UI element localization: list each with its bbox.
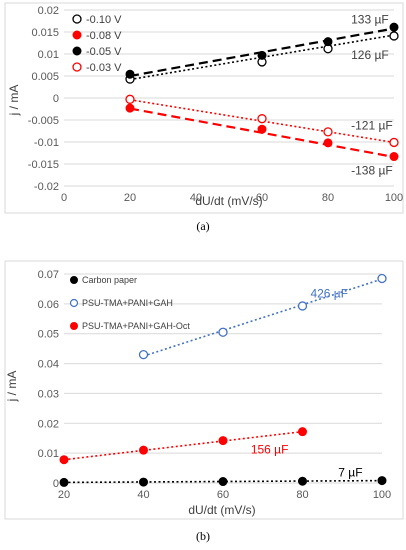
chart-b-tick-labels: 0 0.01 0.02 0.03 0.04 0.05 0.06 0.07 20 40 60 80 100	[38, 269, 392, 501]
b-y-tick-label: 0	[53, 478, 59, 490]
b-point-psu-tma-pani-gah-oct	[59, 455, 69, 465]
b-x-tick-label: 100	[373, 489, 391, 501]
chart-b-annotations: 426 µF 156 µF 7 µF	[251, 286, 363, 479]
b-point-psu-tma-pani-gah-oct	[139, 445, 148, 455]
chart-b-panel-label: (b)	[196, 529, 210, 543]
b-x-tick-label: 60	[217, 489, 229, 501]
b-point-psu-tma-pani-gah	[138, 349, 149, 360]
chart-a-legend-marker-0-05-v	[72, 46, 82, 56]
chart-a-legend-marker-0-08-v	[72, 30, 82, 40]
chart-a-panel-label: (a)	[196, 219, 209, 233]
a-annotation: -138 µF	[351, 164, 393, 178]
b-fit-line-psu-tma-pani-gah	[143, 278, 383, 357]
b-annotation: 156 µF	[251, 443, 289, 457]
chart-b-points	[59, 273, 387, 487]
a-y-tick-label: -0.005	[28, 115, 59, 127]
chart-b-legend-marker-carbon-paper	[70, 276, 78, 284]
a-point-0-10-v	[389, 31, 399, 41]
a-y-tick-label: 0.005	[31, 71, 59, 83]
a-point-0-03-v	[125, 94, 135, 104]
chart-a-legend-marker-0-03-v	[72, 62, 82, 72]
a-point-0-03-v	[323, 127, 333, 137]
chart-a-legend-marker-0-10-v	[72, 14, 82, 24]
chart-a-gridlines	[64, 9, 394, 187]
a-point-0-05-v	[389, 22, 399, 32]
chart-a-legend-label: -0.10 V	[86, 14, 122, 26]
a-x-tick-label: 40	[190, 192, 202, 204]
b-annotation: 426 µF	[310, 286, 348, 300]
b-y-tick-label: 0.02	[38, 418, 59, 430]
chart-b-legend-label: PSU-TMA+PANI+GAH-Oct	[82, 321, 190, 331]
chart-b-legend-marker-psu-tma-pani-gah	[69, 298, 79, 308]
a-x-tick-label: 100	[385, 192, 403, 204]
chart-a-legend-label: -0.08 V	[86, 30, 122, 42]
chart-b: 0 0.01 0.02 0.03 0.04 0.05 0.06 0.07 20 40 60 80 100…	[4, 260, 404, 520]
a-x-tick-label: 0	[61, 192, 67, 204]
b-x-tick-label: 80	[296, 489, 308, 501]
chart-a-tick-labels: -0.02 -0.015 -0.01 -0.005 0 0.005 0.01 0.015 0.0…	[28, 5, 403, 204]
a-annotation: 126 µF	[351, 48, 389, 62]
b-point-psu-tma-pani-gah	[297, 301, 308, 311]
a-point-0-08-v	[125, 103, 135, 113]
a-point-0-03-v	[389, 137, 399, 148]
a-annotation: 133 µF	[351, 13, 389, 27]
b-x-tick-label: 40	[137, 489, 149, 501]
a-point-0-05-v	[125, 69, 135, 79]
b-point-carbon-paper	[298, 476, 307, 486]
a-y-tick-label: -0.02	[34, 181, 59, 193]
b-y-tick-label: 0.04	[38, 359, 59, 371]
a-point-0-05-v	[323, 37, 333, 47]
b-point-psu-tma-pani-gah	[377, 273, 387, 284]
chart-a-frame	[4, 2, 404, 214]
b-y-tick-label: 0.06	[38, 299, 59, 311]
b-point-psu-tma-pani-gah-oct	[298, 427, 307, 437]
chart-a-y-axis-title: j / mA	[7, 85, 21, 117]
b-y-tick-label: 0.01	[38, 448, 59, 460]
a-point-0-03-v	[257, 114, 267, 124]
chart-b-legend-label: Carbon paper	[82, 275, 137, 285]
b-y-tick-label: 0.03	[38, 388, 59, 400]
b-x-tick-label: 20	[58, 489, 70, 501]
b-point-carbon-paper	[377, 476, 387, 486]
a-x-tick-label: 80	[322, 192, 334, 204]
a-y-tick-label: 0	[53, 93, 59, 105]
a-x-tick-label: 60	[256, 192, 268, 204]
a-point-0-08-v	[323, 138, 333, 148]
chart-b-y-axis-title: j / mA	[5, 371, 19, 403]
chart-b-legend-label: PSU-TMA+PANI+GAH	[82, 298, 173, 308]
chart-b-x-axis-title: dU/dt (mV/s)	[188, 503, 255, 517]
a-x-tick-label: 20	[124, 192, 136, 204]
b-point-psu-tma-pani-gah	[218, 327, 228, 337]
b-y-tick-label: 0.05	[38, 329, 59, 341]
b-point-carbon-paper	[218, 477, 228, 487]
a-y-tick-label: 0.02	[38, 5, 59, 17]
b-point-carbon-paper	[59, 477, 69, 487]
a-y-tick-label: 0.01	[38, 49, 59, 61]
a-y-tick-label: -0.015	[28, 159, 59, 171]
a-y-tick-label: -0.01	[34, 137, 59, 149]
a-y-tick-label: 0.015	[31, 27, 59, 39]
chart-b-legend-marker-psu-tma-pani-gah-oct	[70, 322, 78, 330]
chart-a-legend-label: -0.03 V	[86, 62, 122, 74]
chart-a-legend-label: -0.05 V	[86, 46, 122, 58]
chart-a-annotations: 133 µF 126 µF -121 µF -138 µF	[351, 13, 393, 178]
chart-a-points	[125, 22, 399, 162]
a-point-0-08-v	[389, 152, 399, 162]
chart-b-legend: Carbon paper PSU-TMA+PANI+GAH PSU-TMA+PANI…	[69, 275, 190, 331]
chart-a: -0.02 -0.015 -0.01 -0.005 0 0.005 0.01 0.015 0.0…	[4, 2, 404, 214]
b-point-psu-tma-pani-gah-oct	[218, 436, 228, 446]
b-point-carbon-paper	[139, 477, 148, 487]
b-y-tick-label: 0.07	[38, 269, 59, 281]
chart-a-x-axis-title: dU/dt (mV/s)	[195, 194, 262, 208]
a-point-0-08-v	[257, 124, 267, 134]
b-annotation: 7 µF	[338, 466, 362, 480]
chart-a-legend: -0.10 V -0.08 V -0.05 V -0.03 V	[72, 14, 122, 74]
a-point-0-05-v	[257, 50, 267, 60]
a-annotation: -121 µF	[351, 118, 393, 132]
